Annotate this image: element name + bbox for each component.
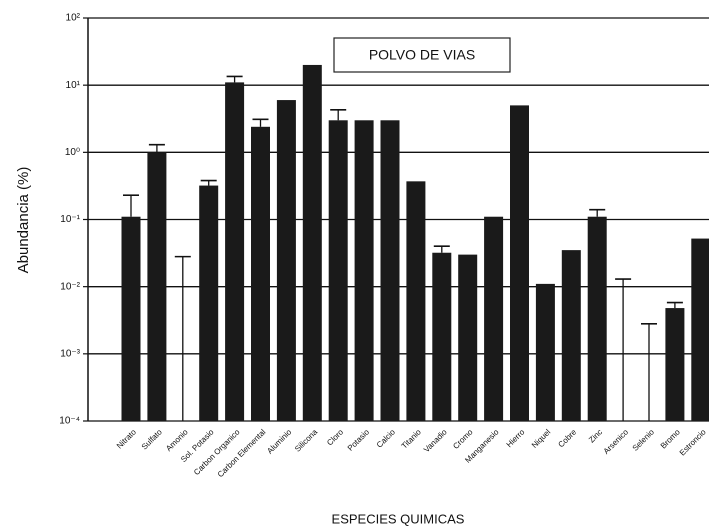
bar [302, 64, 322, 422]
y-tick-label: 10¹ [66, 80, 81, 91]
bar [561, 250, 581, 421]
bar [328, 120, 348, 422]
bar [251, 126, 270, 422]
bar [199, 185, 219, 421]
y-tick-label: 10² [66, 13, 81, 24]
x-tick-label: Potasio [346, 427, 372, 453]
x-tick-label: Titanio [400, 427, 424, 451]
y-tick-label: 10⁻⁴ [59, 416, 80, 427]
x-tick-label: Carbon Organico [192, 427, 242, 477]
x-tick-label: Hierro [505, 427, 527, 449]
x-tick-label: Cloro [325, 427, 345, 447]
annotation: POLVO DE VIAS [369, 47, 475, 63]
bar [276, 100, 296, 421]
x-tick-label: Calcio [375, 427, 397, 449]
x-tick-label: Silicona [293, 427, 320, 454]
y-axis-label: Abundancia (%) [15, 167, 32, 274]
y-tick-label: 10⁻¹ [60, 214, 80, 225]
x-tick-label: Selenio [631, 427, 657, 453]
x-axis-label: ESPECIES QUIMICAS [332, 511, 465, 526]
bar [691, 238, 709, 421]
bar [354, 120, 374, 422]
x-tick-label: Estroncio [678, 427, 708, 457]
x-tick-label: Cobre [556, 427, 578, 449]
bar [665, 308, 685, 421]
x-tick-label: Aluminio [265, 427, 293, 455]
x-tick-label: Carbon Elemental [216, 427, 268, 479]
bar [587, 216, 607, 421]
bar [535, 283, 555, 421]
bar [458, 254, 478, 421]
x-tick-label: Arsenico [602, 427, 631, 456]
bar [225, 82, 245, 421]
x-tick-label: Nitrato [115, 427, 138, 450]
bar [484, 216, 504, 421]
bar [510, 105, 529, 421]
x-tick-label: Sulfato [140, 427, 164, 451]
bar [147, 152, 167, 422]
bar [121, 216, 141, 421]
x-tick-label: Bromo [659, 427, 682, 450]
y-tick-label: 10⁻² [60, 281, 80, 292]
bar [380, 120, 400, 422]
y-tick-label: 10⁻³ [60, 348, 80, 359]
x-tick-label: Zinc [587, 428, 604, 445]
y-tick-label: 10⁰ [65, 147, 80, 158]
x-tick-label: Cromo [451, 427, 475, 451]
x-tick-label: Vanadio [422, 427, 449, 454]
bar [432, 252, 452, 421]
annotation-box [333, 37, 511, 73]
x-tick-label: Niquel [530, 427, 553, 450]
bar [406, 181, 426, 421]
